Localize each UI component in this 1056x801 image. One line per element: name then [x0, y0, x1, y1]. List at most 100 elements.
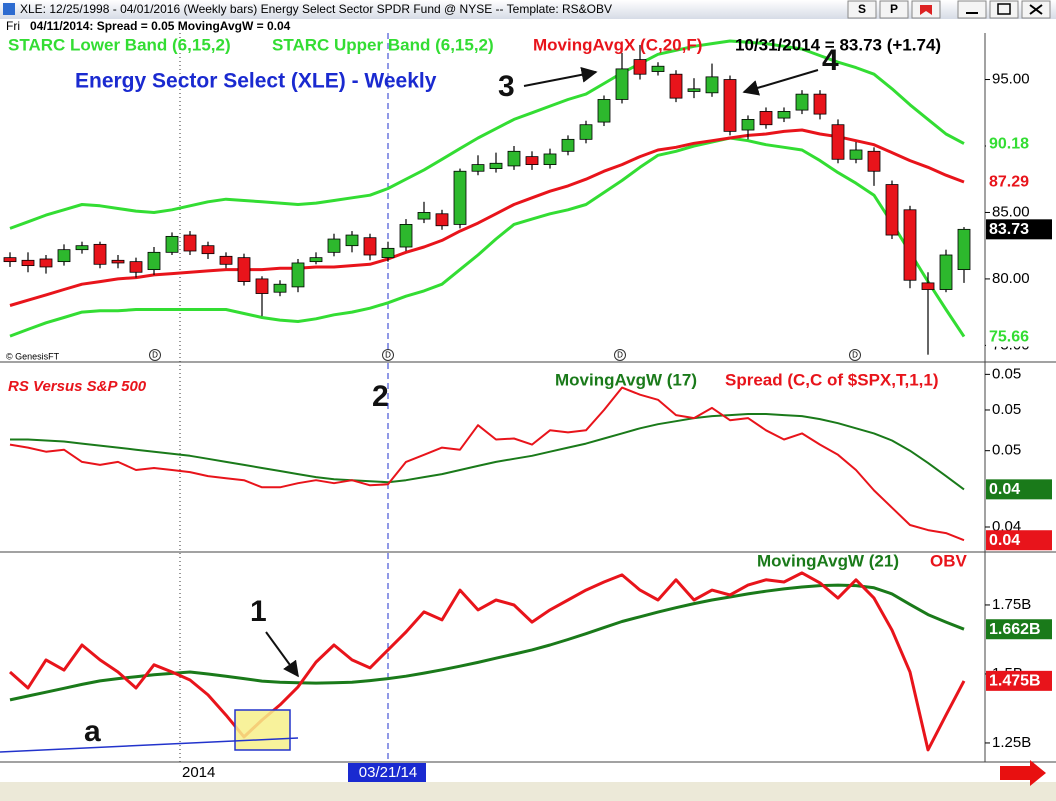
legend-entry: MovingAvgW (17) [555, 370, 697, 389]
candle-body [561, 138, 575, 152]
button-minimize[interactable] [957, 0, 987, 19]
candle-body [741, 119, 755, 131]
candle-body [255, 278, 269, 294]
series-line [9, 583, 965, 702]
candle-body [327, 238, 341, 253]
last-value-label: 1.662B [989, 621, 1041, 638]
candle-body [111, 259, 125, 264]
series-line [9, 136, 966, 338]
y-tick-label: 0.05 [992, 442, 1021, 459]
chart-title: Energy Sector Select (XLE) - Weekly [75, 70, 437, 93]
y-tick-label: 1.75B [992, 596, 1031, 613]
y-tick-label: 95.00 [992, 70, 1030, 87]
last-value-box [986, 219, 1052, 240]
header-value: 10/31/2014 = 83.73 (+1.74) [735, 35, 941, 54]
last-value-label: 90.18 [989, 135, 1029, 152]
y-tick-label: 80.00 [992, 270, 1030, 287]
legend-entry: STARC Lower Band (6,15,2) [8, 35, 231, 54]
candle-body [453, 170, 467, 225]
credit: © GenesisFT [6, 351, 60, 361]
annotation: a [84, 715, 101, 748]
annotation: 3 [498, 70, 515, 103]
candle-body [525, 156, 539, 165]
candle-body [435, 213, 449, 227]
candle-body [165, 235, 179, 253]
legend-entry: MovingAvgX (C,20,F) [533, 35, 702, 54]
candle-body [543, 153, 557, 165]
button-maximize[interactable] [989, 0, 1019, 19]
candle-body [615, 68, 629, 100]
y-tick-label: 85.00 [992, 203, 1030, 220]
candle-body [597, 99, 611, 123]
dividend-marker [849, 349, 861, 361]
arrow [265, 631, 299, 678]
x-tick-label: 2014 [182, 764, 215, 781]
button-p[interactable] [879, 0, 909, 19]
candle-body [849, 149, 863, 160]
candle-body [381, 247, 395, 259]
title-bar [0, 0, 1056, 19]
candle-body [831, 124, 845, 160]
highlight-box [234, 709, 291, 751]
last-value-box [986, 530, 1052, 551]
trend-line [0, 737, 299, 753]
candle-body [345, 234, 359, 247]
last-value-label: 0.04 [989, 532, 1020, 549]
x-tick-label: 03/21/14 [359, 764, 417, 781]
last-value-label: 87.29 [989, 174, 1029, 191]
maximize-icon [997, 3, 1011, 15]
y-tick-label: 1.25B [992, 734, 1031, 751]
candle-body [273, 283, 287, 293]
arrow [523, 66, 598, 87]
candle-body [633, 59, 647, 75]
series-line [9, 571, 966, 752]
candle-body [957, 228, 971, 271]
scroll-arrow[interactable] [1000, 760, 1046, 786]
candle-body [3, 257, 17, 263]
candle-body [669, 73, 683, 99]
last-value-label: 0.04 [989, 481, 1020, 498]
panel-title: RS Versus S&P 500 [8, 378, 147, 395]
candle-body [183, 234, 197, 252]
dividend-marker [149, 349, 161, 361]
candle-body [417, 212, 431, 220]
candle-body [651, 65, 665, 72]
dividend-marker-label: D [152, 351, 158, 360]
dividend-marker-label: D [852, 351, 858, 360]
dividend-marker [614, 349, 626, 361]
dividend-marker-label: D [617, 351, 623, 360]
last-value-box [986, 172, 1052, 193]
last-value-label: 75.66 [989, 328, 1029, 345]
candle-body [21, 259, 35, 267]
last-value-box [986, 326, 1052, 347]
scrollbar[interactable] [0, 782, 1056, 801]
candle-body [507, 150, 521, 167]
legend-entry: Spread (C,C of $SPX,T,1,1) [725, 370, 939, 389]
candle-body [579, 124, 593, 140]
dividend-marker [382, 349, 394, 361]
candle-body [309, 257, 323, 263]
close-icon [1029, 4, 1043, 15]
annotation: 1 [250, 595, 267, 628]
candle-body [921, 282, 935, 290]
candle-body [363, 237, 377, 256]
series-line [10, 413, 965, 491]
candle-body [723, 79, 737, 132]
button-s[interactable] [847, 0, 877, 19]
legend-entry: MovingAvgW (21) [757, 551, 899, 570]
candle-body [885, 184, 899, 236]
dividend-marker-label: D [385, 351, 391, 360]
last-value-box [986, 670, 1052, 691]
arrow [742, 69, 819, 96]
series-line [9, 128, 965, 307]
candle-body [219, 255, 233, 265]
candle-body [939, 254, 953, 290]
last-value-label: 83.73 [989, 221, 1029, 238]
candle-body [795, 93, 809, 111]
y-tick-label: 0.05 [992, 401, 1021, 418]
status-day: Fri [6, 19, 20, 33]
candle-body [705, 76, 719, 94]
candle-body [39, 258, 53, 268]
candle-body [129, 261, 143, 273]
button-s-label: S [858, 2, 866, 16]
